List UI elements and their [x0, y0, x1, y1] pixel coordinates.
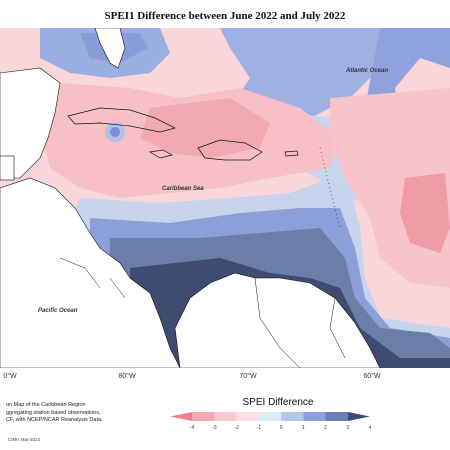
footnote: on Map of the Caribbean Region ggregatin… [6, 402, 103, 425]
land-hispaniola [197, 139, 263, 161]
legend-arrow-low [170, 412, 193, 421]
pacific-ocean-label: Pacific Ocean [38, 308, 78, 314]
spei-difference-map: Atlantic Ocean Caribbean Sea Pacific Oce… [0, 28, 450, 368]
legend-tick-label: -1 [257, 425, 262, 431]
legend-swatch [236, 412, 259, 421]
credit-text: CIMH Mar-2023 [8, 437, 41, 442]
land-florida [94, 28, 126, 69]
legend-tick-label: 2 [324, 425, 327, 431]
legend-tick-label: -3 [212, 425, 217, 431]
lon-tick-0: 0°W [3, 373, 17, 380]
land-cuba [67, 107, 176, 133]
blue-spot-west-core [110, 127, 120, 137]
legend-swatch [192, 412, 215, 421]
legend-arrow-high [347, 412, 370, 421]
legend-swatch [214, 412, 237, 421]
map-title: SPEI1 Difference between June 2022 and J… [104, 10, 346, 22]
border-south-america [254, 277, 346, 368]
legend-tick-label: 1 [302, 425, 305, 431]
caribbean-sea-label: Caribbean Sea [162, 186, 204, 192]
legend-swatch [303, 412, 326, 421]
border-central-america [59, 257, 126, 299]
lon-tick-2: 70°W [239, 373, 257, 380]
footnote-line-1: on Map of the Caribbean Region [6, 402, 86, 408]
legend-tick-label: 3 [346, 425, 349, 431]
legend-colorbar: -4 -3 -2 -1 0 1 2 3 4 [170, 412, 372, 431]
legend-tick-label: 0 [280, 425, 283, 431]
land-central-america [0, 177, 181, 368]
legend-swatch [325, 412, 348, 421]
legend-tick-label: -2 [234, 425, 239, 431]
footnote-line-3: CF, with NCEP/NCAR Reanalysis Data. [6, 417, 103, 423]
footnote-line-2: ggregating station based observations, [6, 409, 101, 416]
legend-tick-label: 4 [369, 425, 372, 431]
land-puerto-rico [284, 150, 299, 157]
legend-title: SPEI Difference [242, 397, 314, 408]
land-jamaica [148, 149, 173, 159]
land-south-america [174, 272, 381, 368]
lesser-antilles [319, 147, 341, 229]
atlantic-ocean-label: Atlantic Ocean [345, 68, 388, 74]
inset-box [0, 155, 15, 181]
lon-tick-3: 60°W [363, 373, 381, 380]
legend-tick-label: -4 [190, 425, 195, 431]
pink-deep-east-core [400, 173, 450, 253]
pink-deep-central [140, 98, 270, 158]
legend-swatch [281, 412, 304, 421]
legend-swatch [258, 412, 282, 421]
lon-tick-1: 80°W [118, 373, 136, 380]
